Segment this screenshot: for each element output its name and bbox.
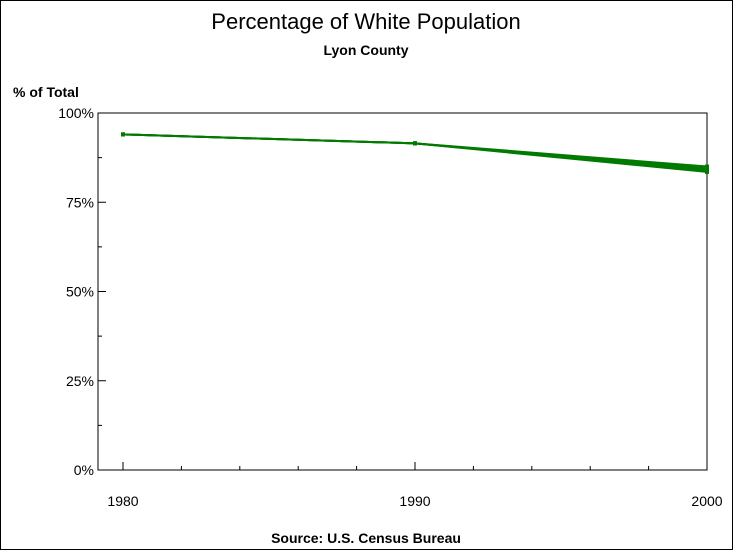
y-tick-label: 100% [58, 105, 94, 121]
chart-title: Percentage of White Population [211, 9, 520, 34]
series-line [122, 133, 708, 173]
plot-border [97, 112, 708, 471]
data-point [121, 132, 125, 137]
x-tick-label: 1980 [107, 493, 138, 509]
data-point [705, 169, 709, 174]
y-axis-label: % of Total [13, 84, 79, 100]
x-tick-label: 1990 [399, 493, 430, 509]
data-point [413, 141, 417, 146]
plot-area: 0% 25% 50% 75% 100% 1980 1990 2000 [58, 105, 723, 509]
y-tick-label: 50% [66, 284, 94, 300]
y-tick-label: 75% [66, 194, 94, 210]
source-footnote: Source: U.S. Census Bureau [271, 530, 461, 546]
y-tick-label: 25% [66, 373, 94, 389]
chart-subtitle: Lyon County [323, 42, 408, 58]
y-tick-label: 0% [74, 462, 94, 478]
x-tick-label: 2000 [691, 493, 722, 509]
series-line [122, 133, 708, 172]
